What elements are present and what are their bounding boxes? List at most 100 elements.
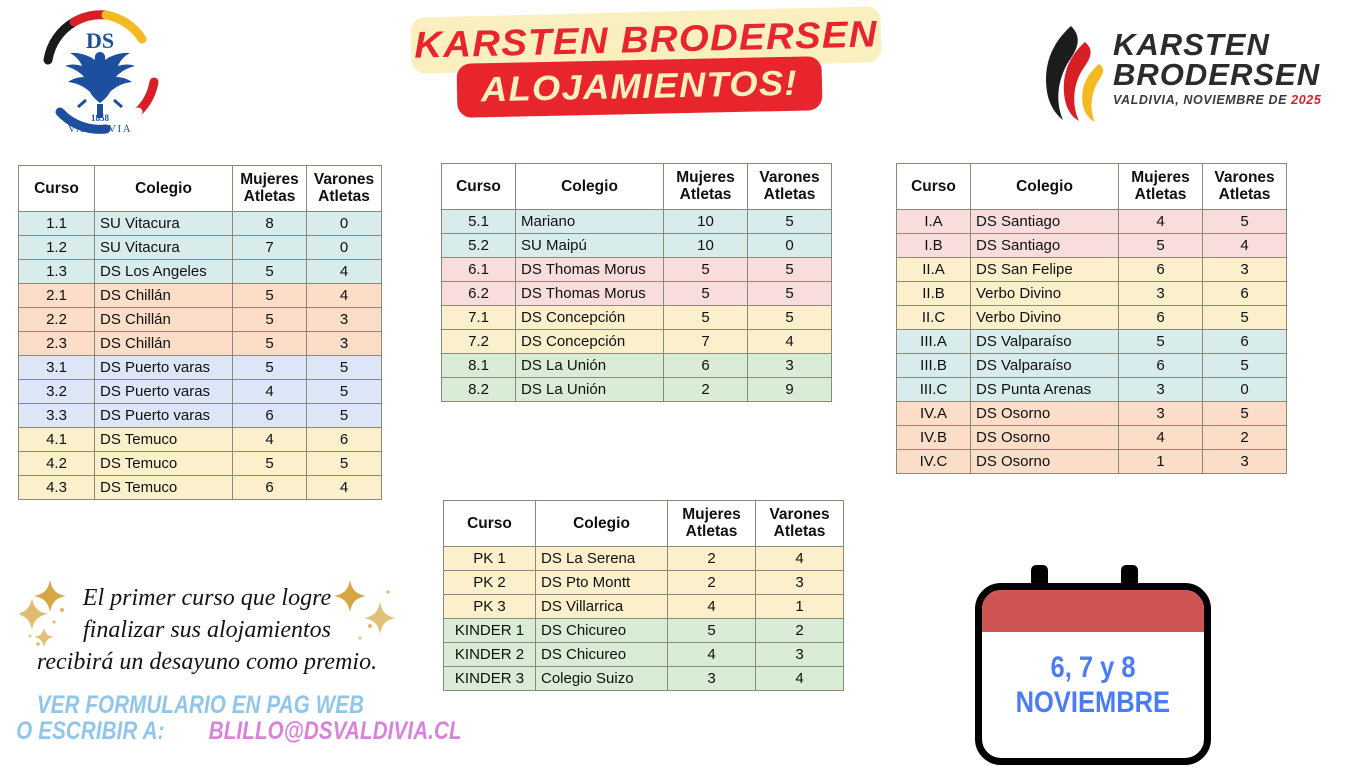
karsten-brodersen-logo: KARSTEN BRODERSEN VALDIVIA, NOVIEMBRE DE… [1035, 22, 1335, 122]
cell-mujeres-atletas: 5 [232, 258, 307, 284]
cell-varones-atletas: 2 [1202, 424, 1287, 450]
table-row: 2.2 DS Chillán 5 3 [18, 306, 382, 332]
column-header-colegio: Colegio [535, 500, 668, 547]
cell-colegio: Verbo Divino [970, 280, 1119, 306]
column-header-mujeres: Mujeres Atletas [663, 163, 748, 210]
cell-varones-atletas: 4 [306, 474, 382, 500]
cell-mujeres-atletas: 3 [667, 665, 756, 691]
date-calendar-badge: 6, 7 y 8 NOVIEMBRE [975, 565, 1211, 765]
cell-mujeres-atletas: 6 [1118, 352, 1203, 378]
cell-curso: I.B [896, 232, 971, 258]
cell-colegio: DS Thomas Morus [515, 280, 664, 306]
cell-mujeres-atletas: 3 [1118, 376, 1203, 402]
cell-curso: 6.1 [441, 256, 516, 282]
cell-varones-atletas: 0 [747, 232, 832, 258]
cell-varones-atletas: 5 [1202, 352, 1287, 378]
cell-curso: 7.2 [441, 328, 516, 354]
column-header-varones: Varones Atletas [755, 500, 844, 547]
table-row: 8.1 DS La Unión 6 3 [441, 352, 832, 378]
cell-colegio: DS Osorno [970, 400, 1119, 426]
calendar-month: NOVIEMBRE [1015, 686, 1171, 720]
column-header-colegio: Colegio [94, 165, 233, 212]
cell-mujeres-atletas: 2 [663, 376, 748, 402]
cell-colegio: DS Santiago [970, 232, 1119, 258]
table-row: II.A DS San Felipe 6 3 [896, 256, 1287, 282]
table-basica-1-4: Curso Colegio Mujeres Atletas Varones Atletas… [18, 165, 382, 500]
calendar-header-band [982, 590, 1204, 632]
cell-mujeres-atletas: 6 [663, 352, 748, 378]
cell-varones-atletas: 5 [1202, 208, 1287, 234]
contact-email[interactable]: BLILLO@DSVALDIVIA.CL [208, 717, 462, 745]
table-row: 4.3 DS Temuco 6 4 [18, 474, 382, 500]
table-row: 8.2 DS La Unión 2 9 [441, 376, 832, 402]
eagle-crest-logo: DS 1858 VALDIVIA [43, 10, 159, 135]
cell-colegio: DS Los Angeles [94, 258, 233, 284]
cell-varones-atletas: 0 [306, 210, 382, 236]
cell-colegio: DS Osorno [970, 448, 1119, 474]
cell-varones-atletas: 3 [1202, 256, 1287, 282]
logo-line2: BRODERSEN [1113, 57, 1321, 93]
cell-curso: 2.2 [18, 306, 95, 332]
column-header-curso: Curso [443, 500, 536, 547]
table-row: 4.1 DS Temuco 4 6 [18, 426, 382, 452]
calendar-days: 6, 7 y 8 [1050, 651, 1136, 684]
table-row: 6.2 DS Thomas Morus 5 5 [441, 280, 832, 306]
cell-varones-atletas: 6 [306, 426, 382, 452]
table-row: 1.2 SU Vitacura 7 0 [18, 234, 382, 260]
svg-text:VALDIVIA: VALDIVIA [68, 123, 132, 135]
cell-varones-atletas: 3 [306, 306, 382, 332]
promo-line-1: El primer curso que logre [82, 585, 332, 611]
table-row: 2.3 DS Chillán 5 3 [18, 330, 382, 356]
table-basica-5-8: Curso Colegio Mujeres Atletas Varones Atletas… [441, 163, 832, 402]
table-row: PK 2 DS Pto Montt 2 3 [443, 569, 844, 595]
column-header-curso: Curso [896, 163, 971, 210]
table-row: PK 1 DS La Serena 2 4 [443, 545, 844, 571]
cell-colegio: DS Concepción [515, 304, 664, 330]
table-row: 1.1 SU Vitacura 8 0 [18, 210, 382, 236]
table-row: III.A DS Valparaíso 5 6 [896, 328, 1287, 354]
cell-varones-atletas: 5 [306, 402, 382, 428]
column-header-colegio: Colegio [515, 163, 664, 210]
cell-varones-atletas: 5 [747, 208, 832, 234]
column-header-mujeres: Mujeres Atletas [667, 500, 756, 547]
table-header-row: Curso Colegio Mujeres Atletas Varones Atletas [443, 500, 844, 547]
cell-colegio: DS Puerto varas [94, 378, 233, 404]
cell-mujeres-atletas: 3 [1118, 280, 1203, 306]
cell-mujeres-atletas: 2 [667, 569, 756, 595]
cell-varones-atletas: 4 [306, 282, 382, 308]
table-row: KINDER 3 Colegio Suizo 3 4 [443, 665, 844, 691]
contact-block: VER FORMULARIO EN PAG WEB O ESCRIBIR A: … [0, 692, 461, 744]
table-row: I.A DS Santiago 4 5 [896, 208, 1287, 234]
table-row: 5.1 Mariano 10 5 [441, 208, 832, 234]
cell-colegio: SU Maipú [515, 232, 664, 258]
cell-mujeres-atletas: 10 [663, 208, 748, 234]
cell-curso: KINDER 2 [443, 641, 536, 667]
karsten-brodersen-wordmark: KARSTEN BRODERSEN VALDIVIA, NOVIEMBRE DE… [1113, 29, 1321, 107]
cell-curso: 3.1 [18, 354, 95, 380]
contact-line-2: O ESCRIBIR A: BLILLO@DSVALDIVIA.CL [0, 718, 461, 744]
cell-curso: II.C [896, 304, 971, 330]
cell-colegio: Mariano [515, 208, 664, 234]
cell-curso: IV.A [896, 400, 971, 426]
cell-varones-atletas: 4 [306, 258, 382, 284]
cell-varones-atletas: 3 [1202, 448, 1287, 474]
cell-colegio: DS San Felipe [970, 256, 1119, 282]
table-row: 2.1 DS Chillán 5 4 [18, 282, 382, 308]
cell-varones-atletas: 3 [747, 352, 832, 378]
cell-colegio: DS Puerto varas [94, 402, 233, 428]
cell-colegio: DS La Unión [515, 352, 664, 378]
table-row: IV.C DS Osorno 1 3 [896, 448, 1287, 474]
table-row: 5.2 SU Maipú 10 0 [441, 232, 832, 258]
cell-colegio: DS Chillán [94, 330, 233, 356]
cell-mujeres-atletas: 6 [232, 474, 307, 500]
cell-varones-atletas: 2 [755, 617, 844, 643]
table-row: KINDER 2 DS Chicureo 4 3 [443, 641, 844, 667]
cell-curso: 3.3 [18, 402, 95, 428]
table-row: 3.1 DS Puerto varas 5 5 [18, 354, 382, 380]
cell-curso: KINDER 1 [443, 617, 536, 643]
cell-curso: II.A [896, 256, 971, 282]
cell-varones-atletas: 4 [1202, 232, 1287, 258]
column-header-mujeres: Mujeres Atletas [1118, 163, 1203, 210]
cell-mujeres-atletas: 4 [667, 641, 756, 667]
